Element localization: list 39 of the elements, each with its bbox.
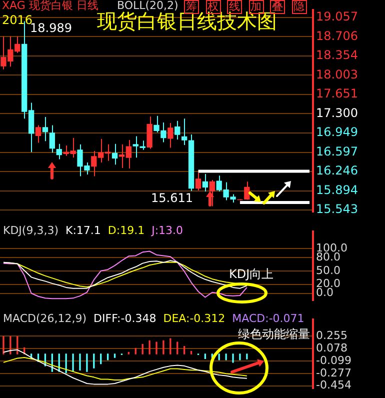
y-tick-label: 18.003 [316, 67, 358, 82]
y-tick-label: 15.894 [316, 182, 358, 197]
annotation: 权 [208, 0, 218, 13]
annotation: 隐 [294, 0, 304, 13]
annotation: 线 [229, 0, 240, 13]
y-tick-label: 18.354 [316, 48, 358, 62]
y-tick-label: 50.0 [316, 264, 340, 277]
annotation: 叠 [272, 0, 283, 13]
y-tick-label: 15.543 [316, 202, 358, 216]
annotation: 15.611 [151, 191, 193, 205]
y-tick-label: 16.949 [316, 125, 358, 140]
series-label: J:13.0 [152, 224, 184, 237]
y-tick-label: 80.0 [316, 250, 340, 264]
annotation: XAG 现货白银 日线 [2, 0, 98, 12]
y-tick-label: -0.099 [316, 354, 352, 367]
y-tick-label: 17.300 [316, 106, 358, 120]
annotation: 2016 [2, 13, 33, 27]
annotation: MACD:-0.071 [232, 312, 304, 325]
y-tick-label: 0.078 [316, 341, 348, 354]
y-tick-label: 19.057 [316, 10, 358, 24]
annotation: 绿色动能缩量 [238, 327, 310, 341]
text: DIFF:-0.348 [94, 312, 156, 325]
annotation: KDJ向上 [229, 267, 274, 281]
annotation: 筹 [186, 0, 197, 13]
annotation: 加 [250, 0, 262, 13]
annotation: KDJ(9,3,3) [3, 224, 58, 237]
y-tick-label: -0.277 [316, 366, 352, 380]
annotation: BOLL(20,2) [117, 0, 178, 12]
y-tick-label: -0.454 [316, 378, 352, 392]
y-tick-label: 16.246 [316, 164, 358, 178]
y-tick-label: 17.651 [316, 86, 358, 101]
y-tick-label: 16.597 [316, 144, 358, 158]
text: K:17.1 [66, 224, 101, 237]
text: DEA:-0.312 [163, 312, 226, 325]
y-tick-label: 18.706 [316, 28, 358, 43]
annotation: MACD(26,12,9) [3, 312, 87, 325]
y-tick-label: 0.0 [316, 286, 334, 300]
text: D:19.1 [108, 224, 145, 237]
y-tick-label: 0.255 [316, 328, 348, 342]
